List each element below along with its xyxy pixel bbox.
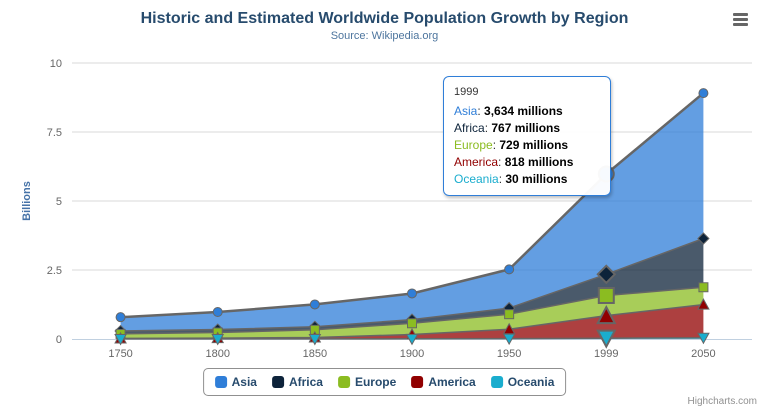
legend-swatch-oceania (490, 376, 503, 388)
x-axis-tick-label: 2050 (691, 348, 715, 360)
legend-label: Oceania (507, 375, 555, 389)
marker-asia-1950[interactable] (504, 264, 515, 275)
hamburger-bar (733, 13, 748, 16)
legend-label: Asia (231, 375, 257, 389)
marker-oceania-1999[interactable] (596, 329, 617, 349)
marker-asia-1850[interactable] (309, 299, 320, 310)
x-axis-tick-label: 1999 (594, 348, 618, 360)
legend-item-europe[interactable]: Europe (337, 375, 397, 389)
y-axis-tick-label: 7.5 (47, 127, 62, 139)
y-axis-tick-label: 10 (50, 58, 62, 70)
legend-label: Europe (354, 375, 397, 389)
legend: Asia Africa Europe America Oceania (202, 368, 567, 396)
legend-item-america[interactable]: America (411, 375, 476, 389)
tooltip-row-america: America: 818 millions (454, 155, 574, 169)
tooltip-row-europe: Europe: 729 millions (454, 138, 569, 152)
x-axis-tick-label: 1950 (497, 348, 521, 360)
marker-asia-1750[interactable] (115, 312, 126, 323)
x-axis-tick-label: 1850 (303, 348, 327, 360)
marker-oceania-1750[interactable] (114, 333, 127, 346)
tooltip-row-oceania: Oceania: 30 millions (454, 172, 568, 186)
legend-item-asia[interactable]: Asia (214, 375, 257, 389)
marker-asia-1900[interactable] (407, 288, 417, 299)
legend-swatch-asia (214, 376, 227, 388)
tooltip-header: 1999 (454, 86, 479, 98)
marker-africa-1999[interactable] (596, 264, 617, 285)
marker-europe-1999[interactable] (597, 286, 615, 304)
legend-item-africa[interactable]: Africa (271, 375, 323, 389)
marker-oceania-1900[interactable] (405, 333, 419, 346)
legend-label: Africa (288, 375, 323, 389)
y-axis-tick-label: 0 (56, 334, 62, 346)
hamburger-bar (733, 18, 748, 21)
marker-asia-2050[interactable] (698, 88, 709, 99)
chart-subtitle: Source: Wikipedia.org (330, 30, 439, 42)
area-africa (120, 238, 704, 334)
marker-oceania-1950[interactable] (502, 333, 516, 346)
marker-oceania-2050[interactable] (697, 332, 710, 345)
marker-europe-2050[interactable] (698, 282, 709, 293)
y-axis-tick-label: 2.5 (47, 265, 62, 277)
area-america (120, 304, 704, 339)
x-axis-tick-label: 1800 (205, 348, 229, 360)
legend-label: America (428, 375, 476, 389)
marker-europe-1950[interactable] (504, 309, 515, 320)
marker-oceania-1850[interactable] (308, 333, 322, 346)
tooltip-row-asia: Asia: 3,634 millions (454, 104, 563, 118)
hamburger-bar (733, 23, 748, 26)
marker-europe-1900[interactable] (407, 318, 417, 329)
chart-title: Historic and Estimated Worldwide Populat… (140, 10, 629, 27)
marker-america-2050[interactable] (697, 298, 710, 310)
x-axis-tick-label: 1900 (400, 348, 424, 360)
area-asia (120, 93, 704, 331)
hamburger-menu-icon[interactable] (733, 13, 748, 28)
marker-america-1999[interactable] (596, 304, 617, 325)
legend-swatch-america (411, 376, 424, 388)
tooltip: 1999 Asia: 3,634 millions Africa: 767 mil… (443, 76, 611, 196)
highcharts-credits[interactable]: Highcharts.com (687, 396, 757, 407)
legend-item-oceania[interactable]: Oceania (490, 375, 555, 389)
marker-asia-1800[interactable] (212, 307, 223, 318)
tooltip-row-africa: Africa: 767 millions (454, 121, 561, 135)
marker-africa-2050[interactable] (697, 232, 710, 245)
legend-swatch-europe (337, 376, 350, 388)
tooltip-rows: Asia: 3,634 millions Africa: 767 millions… (454, 103, 600, 188)
legend-swatch-africa (271, 376, 284, 388)
marker-oceania-1800[interactable] (211, 333, 225, 346)
y-axis-tick-label: 5 (56, 196, 62, 208)
x-axis-tick-label: 1750 (108, 348, 132, 360)
